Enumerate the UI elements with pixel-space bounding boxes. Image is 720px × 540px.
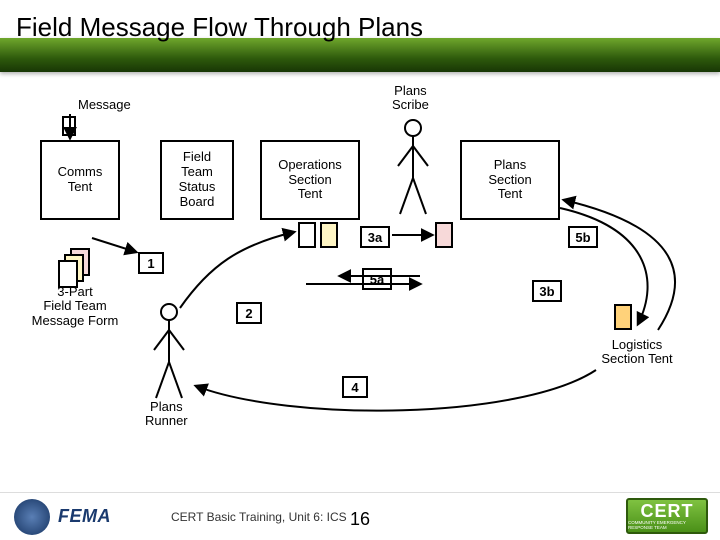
arrow-4 (196, 370, 596, 411)
node-label: OperationsSectionTent (278, 158, 342, 203)
step-4: 4 (342, 376, 368, 398)
stick-figure-scribe (396, 118, 430, 218)
slip-form-1 (58, 260, 78, 288)
step-5b: 5b (568, 226, 598, 248)
slip-message (62, 116, 76, 136)
cert-badge-subtitle: COMMUNITY EMERGENCY RESPONSE TEAM (628, 521, 706, 530)
node-status-board: FieldTeamStatusBoard (160, 140, 234, 220)
dhs-seal-icon (14, 499, 50, 535)
slip-logistics (614, 304, 632, 330)
step-5a: 5a (362, 268, 392, 290)
step-3b: 3b (532, 280, 562, 302)
slide-title: Field Message Flow Through Plans (16, 12, 423, 43)
label-message-form: 3-PartField TeamMessage Form (30, 285, 120, 328)
flow-arrows (40, 80, 680, 460)
step-1: 1 (138, 252, 164, 274)
arrow-2 (180, 232, 294, 308)
page-number: 16 (350, 509, 370, 530)
slip-plans (435, 222, 453, 248)
node-ops-tent: OperationsSectionTent (260, 140, 360, 220)
slip-ops-2 (320, 222, 338, 248)
step-2: 2 (236, 302, 262, 324)
label-plans-runner: PlansRunner (145, 400, 188, 429)
node-label: PlansSectionTent (488, 158, 531, 203)
arrow-1 (92, 238, 136, 252)
stick-figure-runner (152, 302, 186, 402)
slip-ops-1 (298, 222, 316, 248)
cert-badge-title: CERT (641, 502, 694, 520)
node-plans-tent: PlansSectionTent (460, 140, 560, 220)
label-plans-scribe: PlansScribe (392, 84, 429, 113)
cert-badge-icon: CERT COMMUNITY EMERGENCY RESPONSE TEAM (626, 498, 708, 534)
label-message: Message (78, 98, 131, 112)
header-band (0, 38, 720, 72)
flow-diagram: CommsTent FieldTeamStatusBoard Operation… (40, 80, 680, 460)
node-logistics-border (592, 330, 680, 384)
fema-logo: FEMA (58, 506, 111, 527)
node-comms-tent: CommsTent (40, 140, 120, 220)
node-label: CommsTent (58, 165, 103, 195)
slide-footer: FEMA CERT Basic Training, Unit 6: ICS 16… (0, 492, 720, 540)
step-3a: 3a (360, 226, 390, 248)
node-label: FieldTeamStatusBoard (179, 150, 216, 210)
footer-text: CERT Basic Training, Unit 6: ICS (171, 510, 347, 524)
